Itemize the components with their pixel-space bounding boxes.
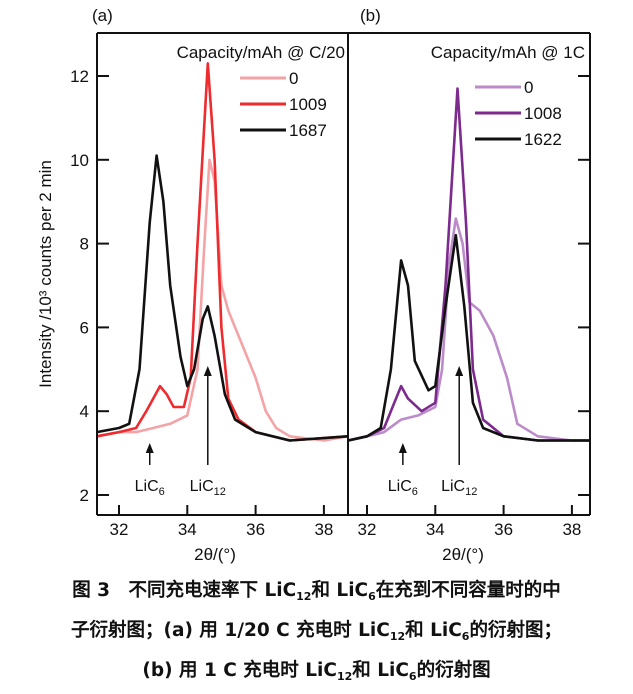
legend-label: 1622 <box>524 130 562 149</box>
x-tick-label: 38 <box>314 520 333 539</box>
arrow-head-icon <box>455 366 464 376</box>
caption-subscript: 12 <box>296 590 312 603</box>
caption-line: 子衍射图；(a) 用 1/20 C 充电时 LiC12和 LiC6的衍射图； <box>0 614 633 654</box>
x-tick-label: 36 <box>494 520 513 539</box>
x-axis-label: 2θ/(°) <box>442 545 484 564</box>
caption-text: 子衍射图；(a) 用 1/20 C 充电时 LiC <box>71 620 390 641</box>
arrow-head-icon <box>398 443 407 453</box>
annotation-subscript: 6 <box>159 486 165 498</box>
series-line-1622 <box>347 233 589 442</box>
y-tick-label: 8 <box>80 235 89 254</box>
legend-title: Capacity/mAh @ 1C <box>431 43 585 62</box>
panel-label: (a) <box>92 6 113 25</box>
legend-label: 1009 <box>289 95 327 114</box>
legend-title: Capacity/mAh @ C/20 <box>177 43 345 62</box>
diffraction-chart: 32 34 36 38 2 4 6 8 10 12 2θ/(°) (a) Capacity/mAh @ … <box>36 6 591 564</box>
caption-text: 和 LiC <box>405 620 462 641</box>
x-tick-label: 32 <box>110 520 129 539</box>
annotation-label: LiC6 <box>135 478 165 498</box>
series-line-1687 <box>96 154 348 442</box>
legend-label: 1687 <box>289 121 327 140</box>
caption-text: 的衍射图 <box>416 660 491 681</box>
caption-subscript: 6 <box>368 590 376 603</box>
annotation-text: LiC <box>190 478 214 495</box>
annotation-label: LiC12 <box>441 478 477 498</box>
x-tick-label: 34 <box>178 520 197 539</box>
annotation-label: LiC12 <box>190 478 226 498</box>
caption-text: 的衍射图； <box>469 620 562 641</box>
annotation-text: LiC <box>388 478 412 495</box>
y-tick-label: 2 <box>80 486 89 505</box>
y-tick-label: 4 <box>80 402 89 421</box>
y-tick-label: 12 <box>70 67 89 86</box>
figure-caption: 图 3 不同充电速率下 LiC12和 LiC6在充到不同容量时的中 子衍射图；(a… <box>0 574 633 694</box>
x-tick-label: 36 <box>246 520 265 539</box>
panel-label: (b) <box>360 6 381 25</box>
caption-line: 图 3 不同充电速率下 LiC12和 LiC6在充到不同容量时的中 <box>0 574 633 614</box>
y-tick-label: 10 <box>70 151 89 170</box>
annotation-text: LiC <box>135 478 159 495</box>
caption-text: 和 LiC <box>352 660 409 681</box>
caption-subscript: 12 <box>389 630 406 643</box>
annotation-subscript: 12 <box>465 486 477 498</box>
caption-text: (b) 用 1 C 充电时 LiC <box>142 660 337 681</box>
caption-text: 和 LiC <box>311 580 369 601</box>
caption-text: 在充到不同容量时的中 <box>375 580 561 601</box>
annotation-subscript: 6 <box>412 486 418 498</box>
arrow-head-icon <box>203 366 212 376</box>
caption-subscript: 6 <box>461 630 470 643</box>
y-tick-label: 6 <box>80 318 89 337</box>
annotation-label: LiC6 <box>388 478 418 498</box>
x-tick-label: 38 <box>562 520 581 539</box>
caption-subscript: 12 <box>336 670 353 683</box>
x-tick-label: 34 <box>426 520 445 539</box>
panel-b: 32 34 36 38 2θ/(°) (b) Capacity/mAh @ 1C 0 1008 1… <box>347 6 591 564</box>
annotation-subscript: 12 <box>214 486 226 498</box>
series-line-0 <box>347 217 589 442</box>
caption-text: 图 3 不同充电速率下 LiC <box>72 580 297 601</box>
caption-subscript: 6 <box>408 670 417 683</box>
legend-label: 1008 <box>524 104 562 123</box>
annotation-text: LiC <box>441 478 465 495</box>
legend-label: 0 <box>524 78 533 97</box>
arrow-head-icon <box>145 443 154 453</box>
panel-a: 32 34 36 38 2 4 6 8 10 12 2θ/(°) (a) Capacity/mAh @ … <box>70 6 349 564</box>
legend-label: 0 <box>289 69 298 88</box>
y-axis-label: Intensity /10³ counts per 2 min <box>36 160 55 388</box>
figure: 32 34 36 38 2 4 6 8 10 12 2θ/(°) (a) Capacity/mAh @ … <box>36 6 591 683</box>
x-axis-label: 2θ/(°) <box>194 545 236 564</box>
x-tick-label: 32 <box>358 520 377 539</box>
caption-line: (b) 用 1 C 充电时 LiC12和 LiC6的衍射图 <box>0 654 633 694</box>
